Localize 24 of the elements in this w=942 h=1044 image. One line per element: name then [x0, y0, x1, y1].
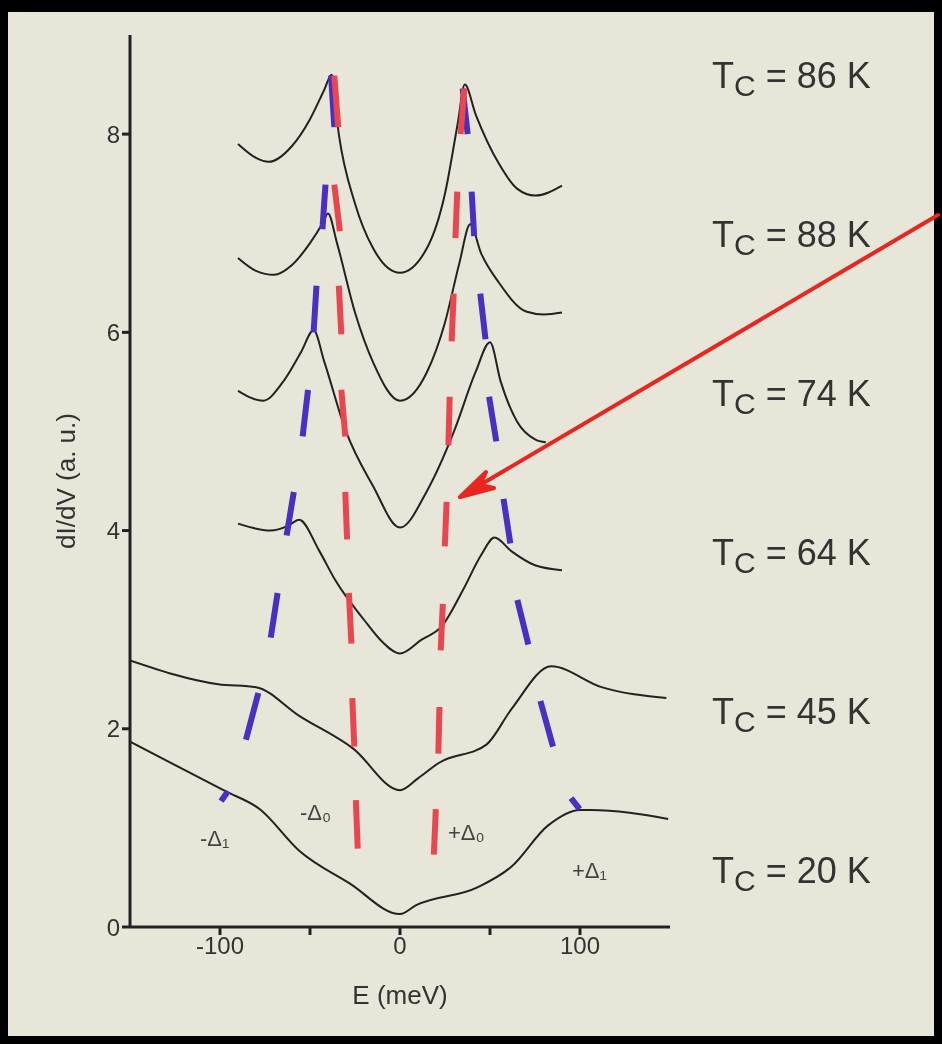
annotation: +Δ₁	[572, 858, 607, 884]
text: T$_{C}$ = 86 K	[712, 55, 871, 104]
series-label: T$_{C}$ = 45 K	[712, 691, 871, 740]
y-tick-label: 8	[106, 120, 120, 148]
line-series	[237, 329, 547, 529]
annotation: -Δ₀	[300, 800, 332, 826]
text: T$_{C}$ = 74 K	[712, 373, 871, 422]
y-tick-label: 4	[106, 517, 120, 545]
x-tick-label: 100	[559, 932, 601, 960]
y-tick-label: 2	[106, 715, 120, 743]
y-tick-label: 0	[106, 913, 120, 941]
x-axis-title: E (meV)	[352, 980, 448, 1010]
line-series	[237, 212, 563, 402]
line-series	[237, 518, 563, 655]
annotation: -Δ₁	[200, 826, 230, 852]
series-label: T$_{C}$ = 20 K	[712, 850, 871, 899]
y-tick-label: 6	[106, 318, 120, 346]
x-tick-label: 0	[393, 932, 407, 960]
line-series	[237, 73, 563, 274]
annotation: +Δ₀	[448, 820, 485, 846]
text: T$_{C}$ = 64 K	[712, 532, 871, 581]
text: T$_{C}$ = 88 K	[712, 214, 871, 263]
y-axis-title: dI/dV (a. u.)	[51, 413, 82, 549]
x-tick-label: -100	[195, 932, 245, 960]
